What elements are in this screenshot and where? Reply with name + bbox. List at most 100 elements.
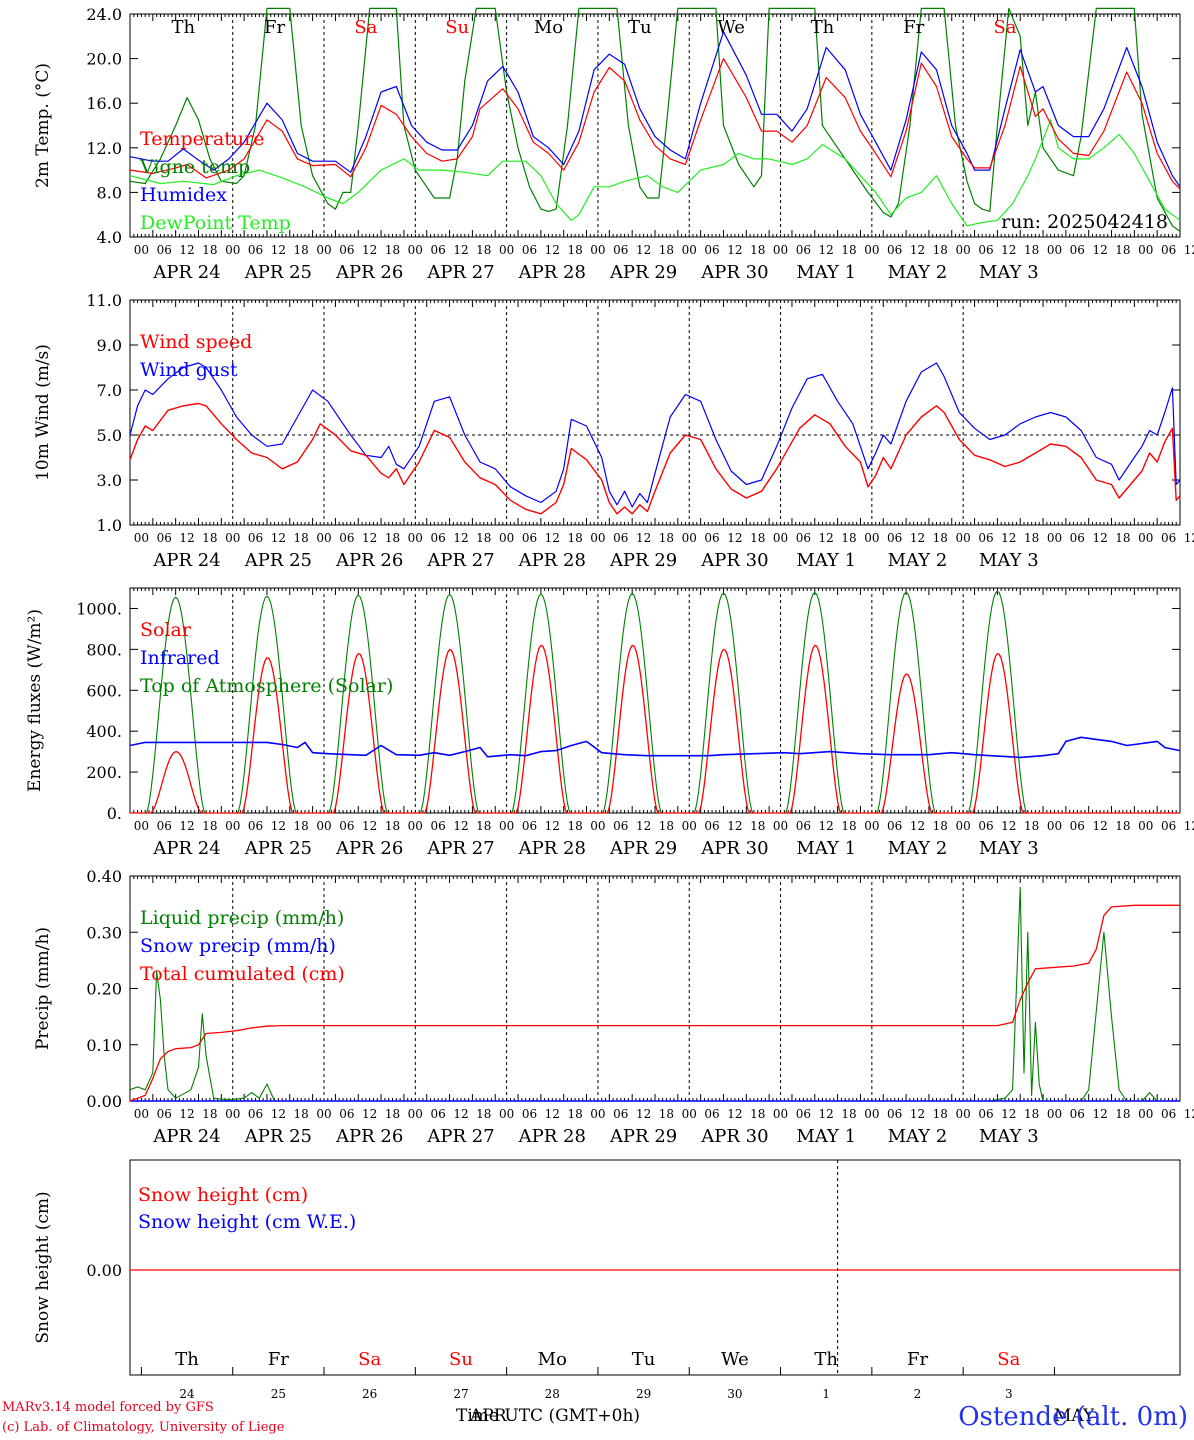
hour-tick-label: 06 (978, 1107, 993, 1121)
hour-tick-label: 00 (1138, 1107, 1153, 1121)
series-temperature (129, 58, 1181, 190)
x-overlap-apr: APR (470, 1406, 507, 1426)
hour-tick-label: 06 (1161, 243, 1176, 257)
hour-tick-label: 18 (1024, 531, 1039, 545)
hour-tick-label: 18 (841, 819, 856, 833)
hour-tick-label: 06 (431, 819, 446, 833)
hour-tick-label: 18 (750, 819, 765, 833)
hour-tick-label: 06 (157, 531, 172, 545)
hour-tick-label: 00 (134, 243, 149, 257)
hour-tick-label: 18 (1024, 243, 1039, 257)
hour-tick-label: 00 (590, 1107, 605, 1121)
hour-tick-label: 12 (727, 243, 742, 257)
hour-tick-label: 12 (636, 1107, 651, 1121)
date-label: APR 26 (335, 838, 403, 859)
legend-entry: Snow height (cm) (138, 1184, 308, 1206)
hour-tick-label: 12 (910, 243, 925, 257)
day-name: Th (171, 17, 195, 38)
hour-tick-label: 00 (408, 1107, 423, 1121)
hour-tick-label: 06 (339, 531, 354, 545)
hour-tick-label: 06 (704, 531, 719, 545)
y-axis-label-3: Precip (mm/h) (33, 927, 53, 1050)
day-name: Fr (268, 1349, 289, 1370)
hour-tick-label: 00 (956, 243, 971, 257)
date-label: APR 25 (244, 550, 312, 571)
hour-tick-label: 00 (225, 819, 240, 833)
hour-tick-label: 18 (476, 243, 491, 257)
hour-tick-label: 06 (796, 819, 811, 833)
hour-tick-label: 12 (636, 819, 651, 833)
hour-tick-label: 18 (294, 531, 309, 545)
hour-tick-label: 12 (1001, 531, 1016, 545)
credit-lab: (c) Lab. of Climatology, University of L… (2, 1420, 285, 1435)
hour-tick-label: 06 (157, 243, 172, 257)
day-name: Fr (903, 17, 924, 38)
legend-entry: Total cumulated (cm) (140, 963, 345, 985)
hour-tick-label: 00 (590, 819, 605, 833)
hour-tick-label: 18 (659, 243, 674, 257)
day-name: Sa (997, 1349, 1020, 1370)
hour-tick-label: 18 (202, 1107, 217, 1121)
hour-tick-label: 12 (545, 531, 560, 545)
y-tick-label: 0.20 (86, 980, 122, 999)
hour-tick-label: 12 (1092, 531, 1107, 545)
hour-tick-label: 06 (704, 819, 719, 833)
hour-tick-label: 00 (864, 531, 879, 545)
hour-tick-label: 18 (750, 1107, 765, 1121)
hour-tick-label: 06 (431, 531, 446, 545)
date-label: MAY 2 (888, 838, 948, 859)
hour-tick-label: 12 (453, 1107, 468, 1121)
hour-tick-label: 18 (385, 531, 400, 545)
hour-tick-label: 00 (682, 1107, 697, 1121)
hour-tick-label: 06 (978, 531, 993, 545)
day-name: Mo (534, 17, 563, 38)
hour-tick-label: 12 (545, 819, 560, 833)
hour-tick-label: 00 (225, 243, 240, 257)
hour-tick-label: 12 (179, 243, 194, 257)
y-axis-label-1: 10m Wind (m/s) (33, 344, 53, 481)
date-label: APR 27 (426, 262, 494, 283)
date-label: APR 29 (609, 1126, 677, 1147)
date-label: APR 28 (518, 1126, 586, 1147)
hour-tick-label: 12 (910, 819, 925, 833)
date-label: APR 26 (335, 550, 403, 571)
station-name: Ostende (alt. 0m) (958, 1402, 1188, 1432)
date-label: APR 26 (335, 262, 403, 283)
hour-tick-label: 06 (796, 243, 811, 257)
hour-tick-label: 00 (1138, 243, 1153, 257)
date-label: APR 24 (152, 262, 220, 283)
day-number: 30 (727, 1387, 742, 1401)
date-label: APR 27 (426, 550, 494, 571)
date-label: MAY 1 (796, 1126, 856, 1147)
hour-tick-label: 18 (202, 243, 217, 257)
hour-tick-label: 06 (339, 243, 354, 257)
hour-tick-label: 12 (179, 1107, 194, 1121)
hour-tick-label: 00 (1047, 1107, 1062, 1121)
hour-tick-label: 00 (773, 1107, 788, 1121)
hour-tick-label: 06 (157, 819, 172, 833)
hour-tick-label: 06 (522, 243, 537, 257)
y-tick-label: 1.0 (97, 516, 122, 535)
hour-tick-label: 18 (476, 531, 491, 545)
hour-tick-label: 00 (864, 819, 879, 833)
y-tick-label: 24.0 (86, 5, 122, 24)
hour-tick-label: 18 (1115, 531, 1130, 545)
date-label: MAY 2 (888, 550, 948, 571)
date-label: APR 27 (426, 838, 494, 859)
hour-tick-label: 12 (362, 819, 377, 833)
legend-entry: Top of Atmosphere (Solar) (140, 675, 393, 697)
hour-tick-label: 06 (796, 531, 811, 545)
hour-tick-label: 06 (248, 531, 263, 545)
legend-entry: Snow precip (mm/h) (140, 935, 336, 957)
hour-tick-label: 12 (271, 243, 286, 257)
hour-tick-label: 18 (750, 243, 765, 257)
day-number: 25 (271, 1387, 286, 1401)
series-wind-speed (129, 402, 1181, 515)
hour-tick-label: 06 (1161, 1107, 1176, 1121)
day-name: Th (811, 17, 835, 38)
series-total-cumulated (129, 904, 1180, 1102)
series-top-of-atmosphere (130, 590, 1180, 814)
hour-tick-label: 12 (636, 531, 651, 545)
date-label: MAY 3 (979, 550, 1039, 571)
hour-tick-label: 12 (362, 531, 377, 545)
